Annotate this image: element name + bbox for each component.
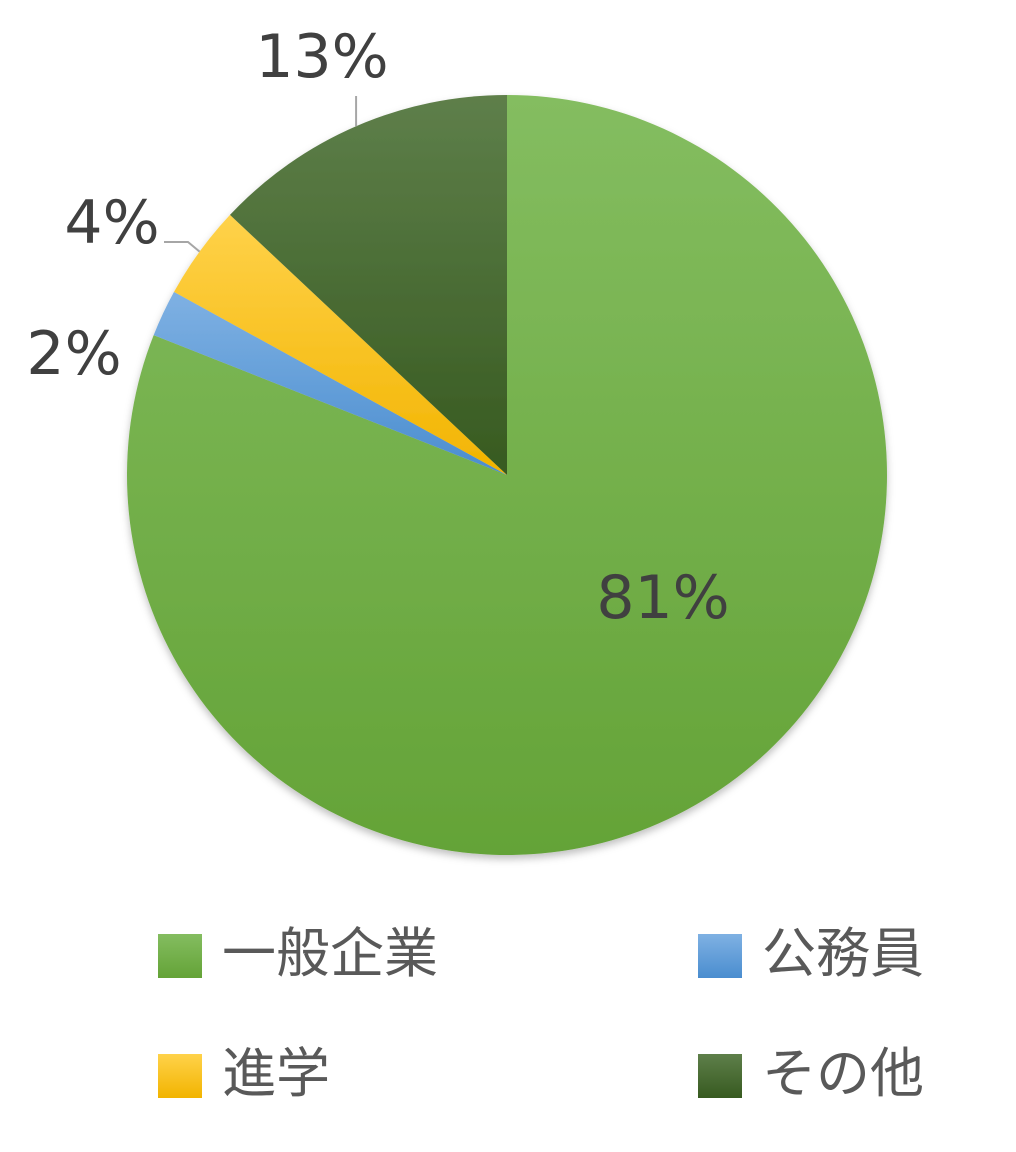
slice-ippan-kigyou — [126, 95, 888, 856]
legend-item-ippan-kigyou: 一般企業 — [158, 922, 438, 985]
legend-label-sonota: その他 — [762, 1042, 924, 1105]
slice-koumuin — [153, 291, 507, 475]
legend-label-koumuin: 公務員 — [762, 922, 924, 985]
legend: 一般企業 公務員 進学 その他 — [158, 922, 924, 1105]
legend-swatch-ippan-kigyou — [158, 934, 202, 978]
legend-label-shingaku: 進学 — [222, 1042, 330, 1105]
legend-item-shingaku: 進学 — [158, 1042, 330, 1105]
leader-lines — [164, 96, 358, 253]
leader-line-shingaku — [164, 241, 201, 253]
legend-item-sonota: その他 — [698, 1042, 924, 1105]
data-label-sonota: 13% — [255, 22, 388, 92]
slice-sonota — [229, 95, 507, 475]
legend-label-ippan-kigyou: 一般企業 — [222, 922, 438, 985]
legend-swatch-shingaku — [158, 1054, 202, 1098]
legend-item-koumuin: 公務員 — [698, 922, 924, 985]
legend-swatch-koumuin — [698, 934, 742, 978]
data-label-shingaku: 4% — [64, 188, 159, 258]
pie-slices — [126, 95, 888, 856]
legend-swatch-sonota — [698, 1054, 742, 1098]
data-label-koumuin: 2% — [26, 319, 121, 389]
slice-shingaku — [174, 214, 507, 475]
data-label-ippan-kigyou: 81% — [596, 563, 729, 633]
